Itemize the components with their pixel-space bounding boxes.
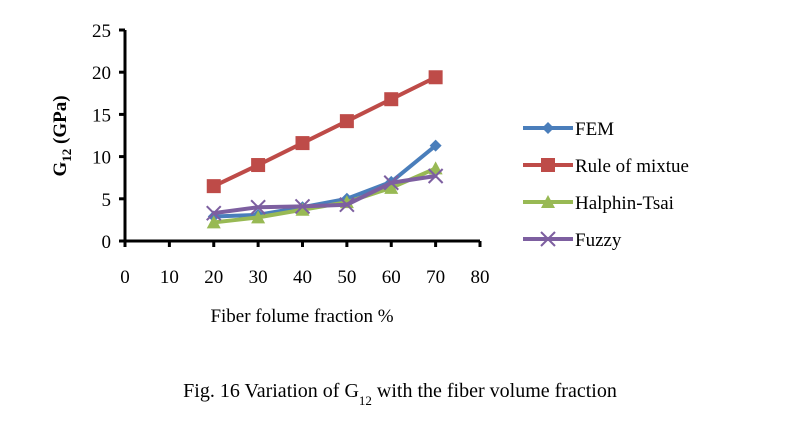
legend-label: Halphin-Tsai [575,193,674,214]
x-marker-stroke [206,205,222,221]
x-axis-title: Fiber folume fraction % [210,306,393,327]
y-tick-label: 25 [92,21,111,42]
x-tick-label: 0 [120,267,130,288]
legend: FEM Rule of mixtue Halphin-Tsai Fuzzy [523,119,689,251]
x-marker-stroke [339,197,355,213]
x-marker-stroke [427,168,444,184]
data-point-halphin-tsai [384,180,399,194]
legend-swatch-marker [542,122,554,134]
y-tick-label: 20 [92,63,111,84]
series-line-fem [213,144,437,219]
y-tick-label: 10 [92,148,111,169]
data-point-rule-of-mixtue [206,179,221,194]
data-point-fem [429,139,442,152]
legend-swatch-marker [541,195,555,208]
series-group [206,70,444,229]
line-chart: 0 5 10 15 20 25 0 10 20 30 40 50 60 70 80 FEM Rule of m… [50,21,689,327]
x-tick-label: 50 [337,267,356,288]
data-point-fuzzy [250,199,266,215]
x-tick-label: 40 [293,267,312,288]
tick-labels: 0 5 10 15 20 25 0 10 20 30 40 50 60 70 80 [92,21,490,288]
legend-label: FEM [575,119,614,140]
legend-item-fuzzy: Fuzzy [523,230,622,251]
data-point-rule-of-mixtue [295,136,310,151]
y-axis-title-main: G [50,162,71,177]
series-line-rule-of-mixtue [212,75,437,188]
legend-item-halphin-tsai: Halphin-Tsai [523,193,674,214]
y-axis-title-sub: 12 [59,149,74,162]
x-marker-stroke [250,199,266,215]
legend-label: Fuzzy [575,230,622,251]
data-point-rule-of-mixtue [428,70,443,85]
data-point-rule-of-mixtue [384,92,399,107]
legend-item-fem: FEM [523,119,614,140]
x-tick-label: 60 [382,267,401,288]
series-line-fuzzy [213,174,436,216]
caption-suffix: with the fiber volume fraction [371,380,617,402]
y-axis-title: G12 (GPa) [50,95,74,176]
x-tick-label: 30 [249,267,268,288]
data-point-fuzzy [294,198,311,215]
x-tick-label: 10 [160,267,179,288]
y-tick-label: 0 [102,232,112,253]
x-tick-label: 70 [426,267,445,288]
data-point-fuzzy [427,168,444,184]
legend-item-rule-of-mixtue: Rule of mixtue [523,156,689,177]
x-marker-stroke [383,175,399,191]
series-rule-of-mixtue [206,70,443,194]
y-axis-title-unit: (GPa) [50,95,71,148]
data-point-rule-of-mixtue [251,158,266,173]
caption-subscript: 12 [358,393,372,408]
legend-swatch-marker [541,158,555,172]
y-tick-label: 5 [102,190,112,211]
legend-swatch-marker [540,231,556,247]
axes [119,28,482,247]
series-fuzzy [206,168,444,221]
y-tick-label: 15 [92,105,111,126]
caption-prefix: Fig. 16 Variation of G [183,380,359,402]
data-point-rule-of-mixtue [339,114,354,129]
data-point-halphin-tsai [295,202,310,216]
data-point-fuzzy [339,197,355,213]
data-point-halphin-tsai [251,210,266,224]
data-point-fuzzy [206,205,222,221]
x-tick-label: 20 [204,267,223,288]
x-marker-stroke [540,231,556,247]
x-tick-label: 80 [471,267,490,288]
legend-label: Rule of mixtue [575,156,689,177]
data-point-halphin-tsai [206,215,221,229]
x-marker-stroke [294,198,311,215]
data-point-fuzzy [383,175,399,191]
figure-caption: Fig. 16 Variation of G12 with the fiber … [0,380,800,408]
